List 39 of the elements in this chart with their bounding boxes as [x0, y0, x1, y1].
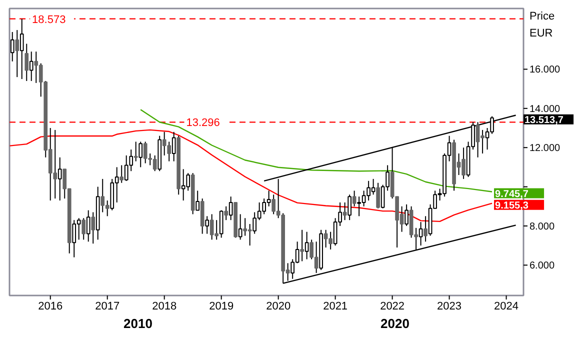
candlestick	[10, 32, 14, 62]
y-tick-label: 6.000	[530, 260, 555, 272]
y-axis-title: Price EUR	[530, 10, 555, 40]
candlestick	[20, 18, 24, 80]
candlestick	[196, 190, 200, 211]
x-tick-label: 2020	[266, 300, 291, 312]
text: 2010	[124, 316, 152, 331]
y-tick-label: 12.000	[530, 143, 561, 154]
x-tick-label: 2016	[38, 300, 63, 312]
candlestick	[219, 210, 224, 238]
candlestick	[86, 210, 90, 242]
y-tick-label: 8.000	[530, 221, 555, 232]
y-tick-label: 16.000	[530, 64, 561, 76]
text: 2020	[380, 316, 410, 331]
x-tick-label: 2018	[152, 300, 177, 312]
candlestick	[304, 231, 309, 260]
y-tick-label: 14.000	[530, 104, 561, 115]
ref-line-label: 18.573	[32, 14, 66, 26]
candlestick	[138, 141, 143, 168]
x-tick-label: 2022	[380, 300, 405, 312]
data-label: 9.155,3	[495, 200, 529, 212]
candlestick	[228, 196, 233, 221]
candlestick	[404, 204, 408, 226]
candlestick	[58, 156, 62, 201]
data-label: 9.745,7	[495, 188, 529, 200]
candlestick	[238, 214, 242, 240]
x-tick-label: 2019	[209, 300, 234, 312]
candlestick	[348, 194, 352, 221]
x-tick-label: 2024	[494, 300, 519, 312]
x-tick-label: 2017	[95, 300, 120, 312]
candlestick	[29, 51, 34, 82]
ref-line-label: 13.296	[186, 117, 220, 130]
annotation: 13.513,7	[524, 114, 564, 126]
x-tick-label: 2023	[437, 300, 462, 312]
x-tick-label: 2021	[323, 300, 348, 312]
line-series	[140, 108, 493, 192]
candlestick	[172, 131, 176, 162]
candlestick	[418, 222, 423, 246]
candlestick	[205, 216, 210, 234]
